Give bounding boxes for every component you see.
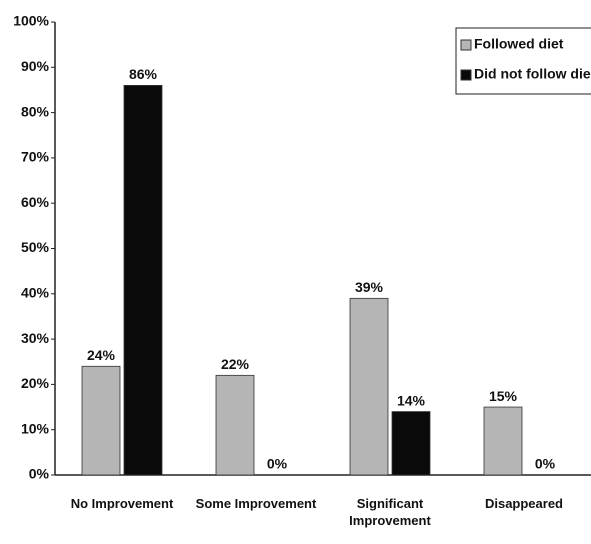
y-tick-label: 70% — [21, 149, 50, 165]
value-label: 0% — [267, 456, 288, 472]
y-tick-label: 90% — [21, 58, 50, 74]
legend-swatch — [460, 39, 472, 51]
y-tick-label: 100% — [13, 13, 49, 29]
y-tick-label: 20% — [21, 375, 50, 391]
y-tick-label: 10% — [21, 420, 50, 436]
x-tick-label: No Improvement — [70, 496, 174, 511]
x-tick-label: Disappeared — [484, 496, 564, 511]
bar — [215, 374, 255, 476]
x-tick-label: Significant Improvement — [349, 496, 431, 528]
legend-box — [455, 27, 591, 95]
value-label: 24% — [87, 347, 116, 363]
value-label: 22% — [221, 356, 250, 372]
legend-label: Followed diet — [474, 36, 564, 52]
y-tick-label: 30% — [21, 330, 50, 346]
bar — [123, 85, 163, 476]
legend-swatch — [460, 69, 472, 81]
bar — [81, 365, 121, 476]
x-tick-label: Some Improvement — [195, 496, 317, 511]
bar — [483, 406, 523, 476]
value-label: 86% — [129, 66, 158, 82]
y-tick-label: 0% — [29, 466, 50, 482]
y-tick-label: 80% — [21, 103, 50, 119]
y-tick-label: 60% — [21, 194, 50, 210]
legend-label: Did not follow die — [474, 66, 591, 82]
value-label: 15% — [489, 388, 518, 404]
bar — [391, 411, 431, 476]
value-label: 0% — [535, 456, 556, 472]
value-label: 39% — [355, 279, 384, 295]
value-label: 14% — [397, 392, 426, 408]
bar — [349, 297, 389, 476]
y-tick-label: 40% — [21, 285, 50, 301]
y-tick-label: 50% — [21, 239, 50, 255]
